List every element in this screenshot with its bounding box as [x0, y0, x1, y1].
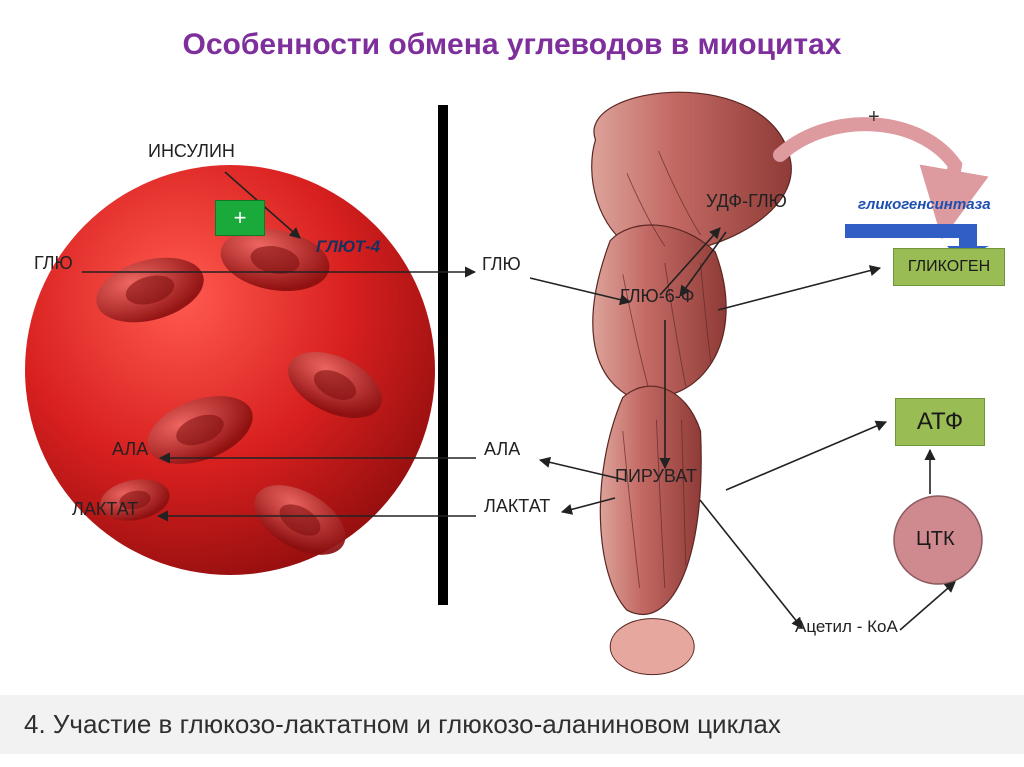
label-insulin: ИНСУЛИН — [148, 141, 235, 162]
atp-box: АТФ — [895, 398, 985, 446]
diagram-stage: Особенности обмена углеводов в миоцитах — [0, 0, 1024, 767]
label-acetyl: Ацетил - КоА — [795, 617, 898, 637]
atp-label: АТФ — [917, 408, 963, 436]
caption-text: 4. Участие в глюкозо-лактатном и глюкозо… — [24, 709, 781, 739]
label-glu-right: ГЛЮ — [482, 254, 521, 275]
caption-bar: 4. Участие в глюкозо-лактатном и глюкозо… — [0, 695, 1024, 754]
arrows-group — [82, 172, 955, 630]
label-glut4: ГЛЮТ-4 — [316, 237, 380, 257]
label-ala-right: АЛА — [484, 439, 520, 460]
activation-curve — [780, 124, 955, 205]
page-title: Особенности обмена углеводов в миоцитах — [0, 28, 1024, 62]
label-glu6p: ГЛЮ-6-Ф — [620, 286, 694, 307]
activation-plus: + — [868, 106, 880, 129]
insulin-plus-box: + — [215, 200, 265, 236]
label-lactate-l: ЛАКТАТ — [72, 499, 138, 520]
label-glu-left: ГЛЮ — [34, 253, 73, 274]
glycogen-label: ГЛИКОГЕН — [908, 258, 990, 276]
glycogen-synthase-label: гликогенсинтаза — [858, 196, 991, 213]
ctk-label: ЦТК — [916, 528, 955, 551]
glycogen-box: ГЛИКОГЕН — [893, 248, 1005, 286]
label-udp-glu: УДФ-ГЛЮ — [706, 191, 787, 212]
membrane-bar — [438, 105, 448, 605]
label-lactate-r: ЛАКТАТ — [484, 496, 550, 517]
label-pyruvate: ПИРУВАТ — [615, 466, 697, 487]
label-ala-left: АЛА — [112, 439, 148, 460]
muscle-arm — [592, 92, 792, 674]
plus-label: + — [234, 205, 247, 231]
